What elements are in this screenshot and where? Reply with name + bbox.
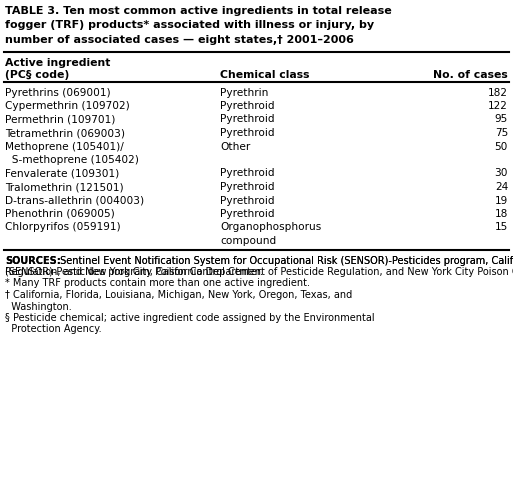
Text: Other: Other [220,141,250,151]
Text: Pyrethroid: Pyrethroid [220,128,274,138]
Text: Chlorpyrifos (059191): Chlorpyrifos (059191) [5,222,121,232]
Text: Phenothrin (069005): Phenothrin (069005) [5,209,115,218]
Text: Pyrethrin: Pyrethrin [220,87,268,97]
Text: number of associated cases — eight states,† 2001–2006: number of associated cases — eight state… [5,35,354,45]
Text: Permethrin (109701): Permethrin (109701) [5,114,115,124]
Text: § Pesticide chemical; active ingredient code assigned by the Environmental: § Pesticide chemical; active ingredient … [5,312,374,323]
Text: SOURCES:: SOURCES: [5,255,61,265]
Text: Tetramethrin (069003): Tetramethrin (069003) [5,128,125,138]
Text: Pyrethroid: Pyrethroid [220,209,274,218]
Text: No. of cases: No. of cases [433,69,508,79]
Text: Washington.: Washington. [5,301,72,311]
Text: D-trans-allethrin (004003): D-trans-allethrin (004003) [5,195,144,205]
Text: Organophosphorus: Organophosphorus [220,222,321,232]
Text: SOURCES:: SOURCES: [5,255,61,265]
Text: 18: 18 [495,209,508,218]
Text: TABLE 3. Ten most common active ingredients in total release: TABLE 3. Ten most common active ingredie… [5,6,392,16]
Text: Sentinel Event Notification System for Occupational Risk (SENSOR)-Pesticides pro: Sentinel Event Notification System for O… [57,255,513,265]
Text: (PC§ code): (PC§ code) [5,69,69,79]
Text: 95: 95 [495,114,508,124]
Text: S-methoprene (105402): S-methoprene (105402) [5,155,139,165]
Text: 30: 30 [495,168,508,178]
Text: 122: 122 [488,101,508,111]
Text: † California, Florida, Louisiana, Michigan, New York, Oregon, Texas, and: † California, Florida, Louisiana, Michig… [5,289,352,300]
Text: Fenvalerate (109301): Fenvalerate (109301) [5,168,119,178]
Text: Pyrethroid: Pyrethroid [220,101,274,111]
Text: Pyrethroid: Pyrethroid [220,168,274,178]
Text: Pyrethroid: Pyrethroid [220,195,274,205]
Text: Protection Agency.: Protection Agency. [5,324,102,334]
Text: 50: 50 [495,141,508,151]
Text: Regulation, and New York City Poison Control Center.: Regulation, and New York City Poison Con… [5,266,263,276]
Text: 75: 75 [495,128,508,138]
Text: Pyrethroid: Pyrethroid [220,181,274,192]
Text: Cypermethrin (109702): Cypermethrin (109702) [5,101,130,111]
Text: Active ingredient: Active ingredient [5,58,110,67]
Text: 182: 182 [488,87,508,97]
Text: Pyrethroid: Pyrethroid [220,114,274,124]
Text: 19: 19 [495,195,508,205]
Text: Methoprene (105401)/: Methoprene (105401)/ [5,141,124,151]
Text: * Many TRF products contain more than one active ingredient.: * Many TRF products contain more than on… [5,278,310,288]
Text: Chemical class: Chemical class [220,69,309,79]
Text: Pyrethrins (069001): Pyrethrins (069001) [5,87,111,97]
Text: Sentinel Event Notification System for Occupational Risk (SENSOR)-Pesticides pro: Sentinel Event Notification System for O… [57,255,513,265]
Text: compound: compound [220,236,276,245]
Text: fogger (TRF) products* associated with illness or injury, by: fogger (TRF) products* associated with i… [5,21,374,30]
Text: (SENSOR)-Pesticides program, California Department of Pesticide Regulation, and : (SENSOR)-Pesticides program, California … [5,266,513,276]
Text: Tralomethrin (121501): Tralomethrin (121501) [5,181,124,192]
Text: 15: 15 [495,222,508,232]
Text: 24: 24 [495,181,508,192]
